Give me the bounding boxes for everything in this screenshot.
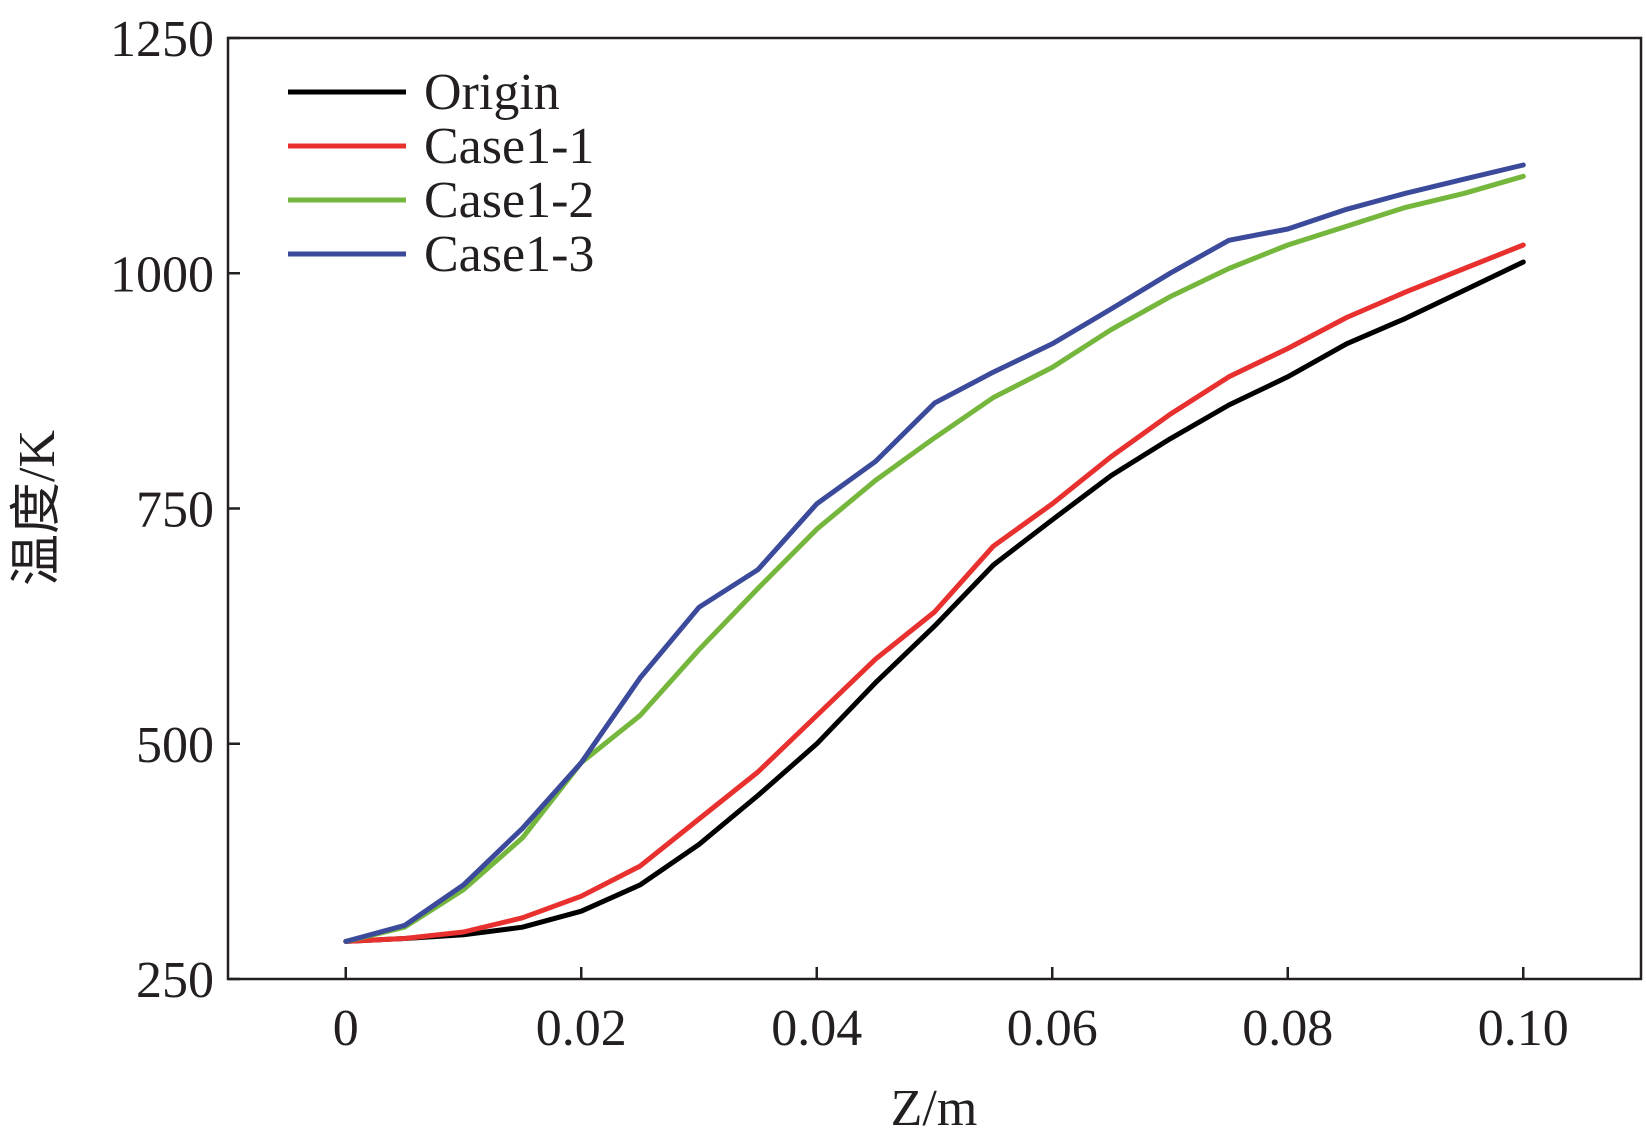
series-line-case1-3 <box>343 162 1526 944</box>
y-tick-label: 500 <box>136 717 214 774</box>
legend-label: Case1-2 <box>424 172 594 229</box>
x-axis: 0 0.02 0.04 0.06 0.08 0.10 <box>333 967 1569 1057</box>
series-lines <box>343 162 1526 944</box>
y-axis-title: 温度/K <box>9 430 66 586</box>
legend-label: Case1-3 <box>424 226 594 283</box>
legend-label: Origin <box>424 64 560 121</box>
series-line-origin <box>343 259 1526 944</box>
x-axis-title: Z/m <box>891 1080 978 1137</box>
x-tick-label: 0.04 <box>771 1000 862 1057</box>
y-tick-label: 1000 <box>110 246 214 303</box>
x-tick-label: 0 <box>333 1000 359 1057</box>
x-tick-label: 0.02 <box>536 1000 627 1057</box>
x-tick-label: 0.10 <box>1478 1000 1569 1057</box>
y-tick-label: 250 <box>136 952 214 1009</box>
x-tick-label: 0.08 <box>1242 1000 1333 1057</box>
y-tick-label: 1250 <box>110 11 214 68</box>
y-axis: 250 500 750 1000 1250 <box>110 11 240 1009</box>
y-tick-label: 750 <box>136 482 214 539</box>
legend-label: Case1-1 <box>424 118 594 175</box>
series-line-case1-1 <box>343 242 1526 944</box>
x-tick-label: 0.06 <box>1007 1000 1098 1057</box>
series-line-case1-2 <box>343 173 1526 944</box>
